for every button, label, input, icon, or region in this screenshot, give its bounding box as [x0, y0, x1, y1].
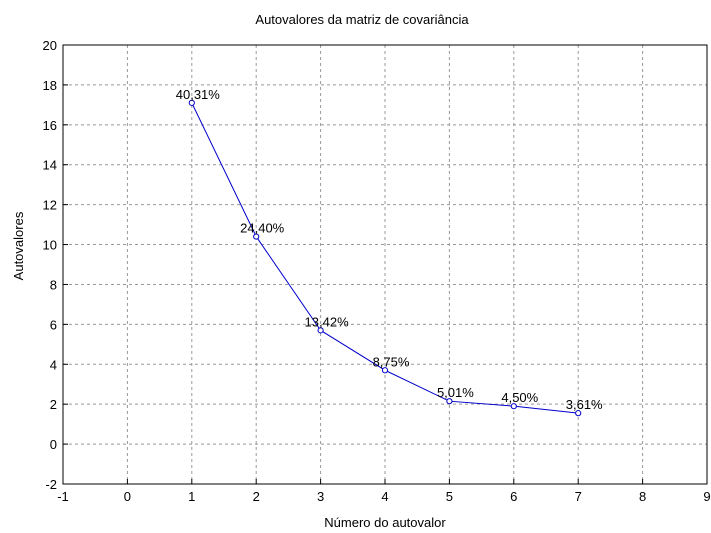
x-tick-label: 8: [639, 489, 646, 504]
data-point: [253, 233, 260, 240]
x-tick-label: -1: [57, 489, 69, 504]
data-label: 24,40%: [240, 221, 285, 236]
data-point: [188, 99, 195, 106]
data-label: 13,42%: [305, 314, 350, 329]
y-tick-label: 0: [50, 437, 57, 452]
chart-title: Autovalores da matriz de covariância: [255, 12, 469, 27]
data-label: 5,01%: [437, 385, 474, 400]
y-tick-label: 12: [43, 198, 57, 213]
x-tick-label: 6: [510, 489, 517, 504]
y-tick-label: 20: [43, 38, 57, 53]
data-label: 4,50%: [501, 390, 538, 405]
y-tick-label: -2: [45, 477, 57, 492]
x-axis-title: Número do autovalor: [324, 515, 446, 530]
y-tick-label: 10: [43, 238, 57, 253]
x-tick-label: 2: [253, 489, 260, 504]
data-label: 40,31%: [176, 87, 221, 102]
y-tick-label: 6: [50, 317, 57, 332]
x-tick-label: 3: [317, 489, 324, 504]
x-tick-label: 1: [188, 489, 195, 504]
y-tick-label: 18: [43, 78, 57, 93]
data-point: [510, 403, 517, 410]
y-tick-label: 4: [50, 357, 57, 372]
y-tick-label: 8: [50, 277, 57, 292]
x-tick-label: 4: [381, 489, 388, 504]
data-point: [317, 327, 324, 334]
data-point: [381, 367, 389, 374]
y-tick-label: 2: [50, 397, 57, 412]
y-tick-label: 16: [43, 118, 57, 133]
data-label: 3,61%: [566, 397, 603, 412]
data-point: [446, 398, 453, 405]
grid: [63, 45, 707, 484]
data-point: [575, 410, 582, 417]
y-tick-label: 14: [43, 158, 57, 173]
x-tick-label: 0: [124, 489, 131, 504]
y-axis-title: Autovalores: [11, 211, 26, 280]
data-label: 8,75%: [373, 354, 410, 369]
x-tick-label: 9: [703, 489, 710, 504]
x-tick-label: 7: [575, 489, 582, 504]
x-tick-label: 5: [446, 489, 453, 504]
series: 40,31% 24,40% 13,42% 8,75% 5,01% 4,50% 3,61%: [176, 87, 603, 417]
